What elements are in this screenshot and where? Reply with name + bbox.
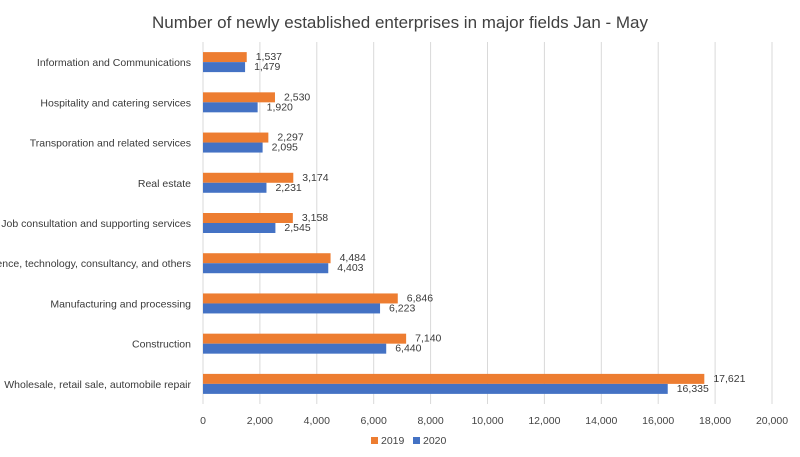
data-label-2019: 2,297 <box>277 132 303 144</box>
bar-2020 <box>203 142 263 153</box>
data-label-2020: 16,335 <box>677 383 709 395</box>
bar-2019 <box>203 213 293 223</box>
data-label-2019: 3,174 <box>302 172 328 184</box>
legend-swatch-2020 <box>413 437 420 444</box>
category-label: Transporation and related services <box>30 138 191 150</box>
bar-2020 <box>203 223 276 233</box>
bar-2019 <box>203 132 269 143</box>
chart-title: Number of newly established enterprises … <box>152 13 649 32</box>
x-tick-label: 12,000 <box>528 415 560 427</box>
category-label: Job consultation and supporting services <box>1 218 191 230</box>
bar-2019 <box>203 253 331 264</box>
data-label-2020: 6,440 <box>395 343 421 355</box>
bar-2019 <box>203 52 247 63</box>
x-axis-ticks: 0 2,000 4,000 6,000 8,000 10,000 12,000 14,000 1… <box>200 415 788 427</box>
category-labels: Information and Communications Hospitalit… <box>0 57 191 391</box>
category-label: Wholesale, retail sale, automobile repai… <box>4 379 191 391</box>
data-label-2020: 2,095 <box>272 142 298 154</box>
data-label-2019: 3,158 <box>302 212 328 224</box>
bar-2020 <box>203 102 258 113</box>
data-label-2019: 4,484 <box>340 252 366 264</box>
category-label: Information and Communications <box>37 57 191 69</box>
category-label: Real estate <box>138 178 191 190</box>
category-label: Manufacturing and processing <box>50 298 191 310</box>
bar-2020 <box>203 263 329 274</box>
bar-2020 <box>203 303 381 314</box>
x-tick-label: 20,000 <box>756 415 788 427</box>
x-tick-label: 2,000 <box>247 415 273 427</box>
x-tick-label: 4,000 <box>304 415 330 427</box>
bar-2019 <box>203 92 275 103</box>
data-label-2020: 1,920 <box>267 101 293 113</box>
data-label-2019: 2,530 <box>284 91 310 103</box>
x-tick-label: 18,000 <box>699 415 731 427</box>
data-label-2020: 2,545 <box>284 222 310 234</box>
legend: 2019 2020 <box>371 435 447 447</box>
x-tick-label: 6,000 <box>361 415 387 427</box>
x-tick-label: 16,000 <box>642 415 674 427</box>
bar-2020 <box>203 383 668 394</box>
data-label-2019: 1,537 <box>256 51 282 63</box>
data-label-2019: 17,621 <box>713 373 745 385</box>
data-label-2020: 1,479 <box>254 61 280 73</box>
data-label-2019: 7,140 <box>415 333 441 345</box>
category-label: Science, technology, consultancy, and ot… <box>0 258 191 270</box>
bar-2019 <box>203 373 705 384</box>
data-label-2020: 6,223 <box>389 302 415 314</box>
bar-2019 <box>203 333 407 344</box>
bar-2019 <box>203 172 294 183</box>
data-label-2020: 4,403 <box>337 262 363 274</box>
x-tick-label: 0 <box>200 415 206 427</box>
category-label: Hospitality and catering services <box>40 97 191 109</box>
x-tick-label: 10,000 <box>471 415 503 427</box>
x-tick-label: 14,000 <box>585 415 617 427</box>
category-label: Construction <box>132 339 191 351</box>
x-tick-label: 8,000 <box>417 415 443 427</box>
data-label-2019: 6,846 <box>407 292 433 304</box>
legend-swatch-2019 <box>371 437 378 444</box>
data-label-2020: 2,231 <box>275 182 301 194</box>
bar-2020 <box>203 182 267 193</box>
bar-2019 <box>203 293 398 304</box>
bar-2020 <box>203 62 246 73</box>
legend-label-2019: 2019 <box>381 435 405 447</box>
bar-2020 <box>203 343 387 354</box>
legend-label-2020: 2020 <box>423 435 447 447</box>
